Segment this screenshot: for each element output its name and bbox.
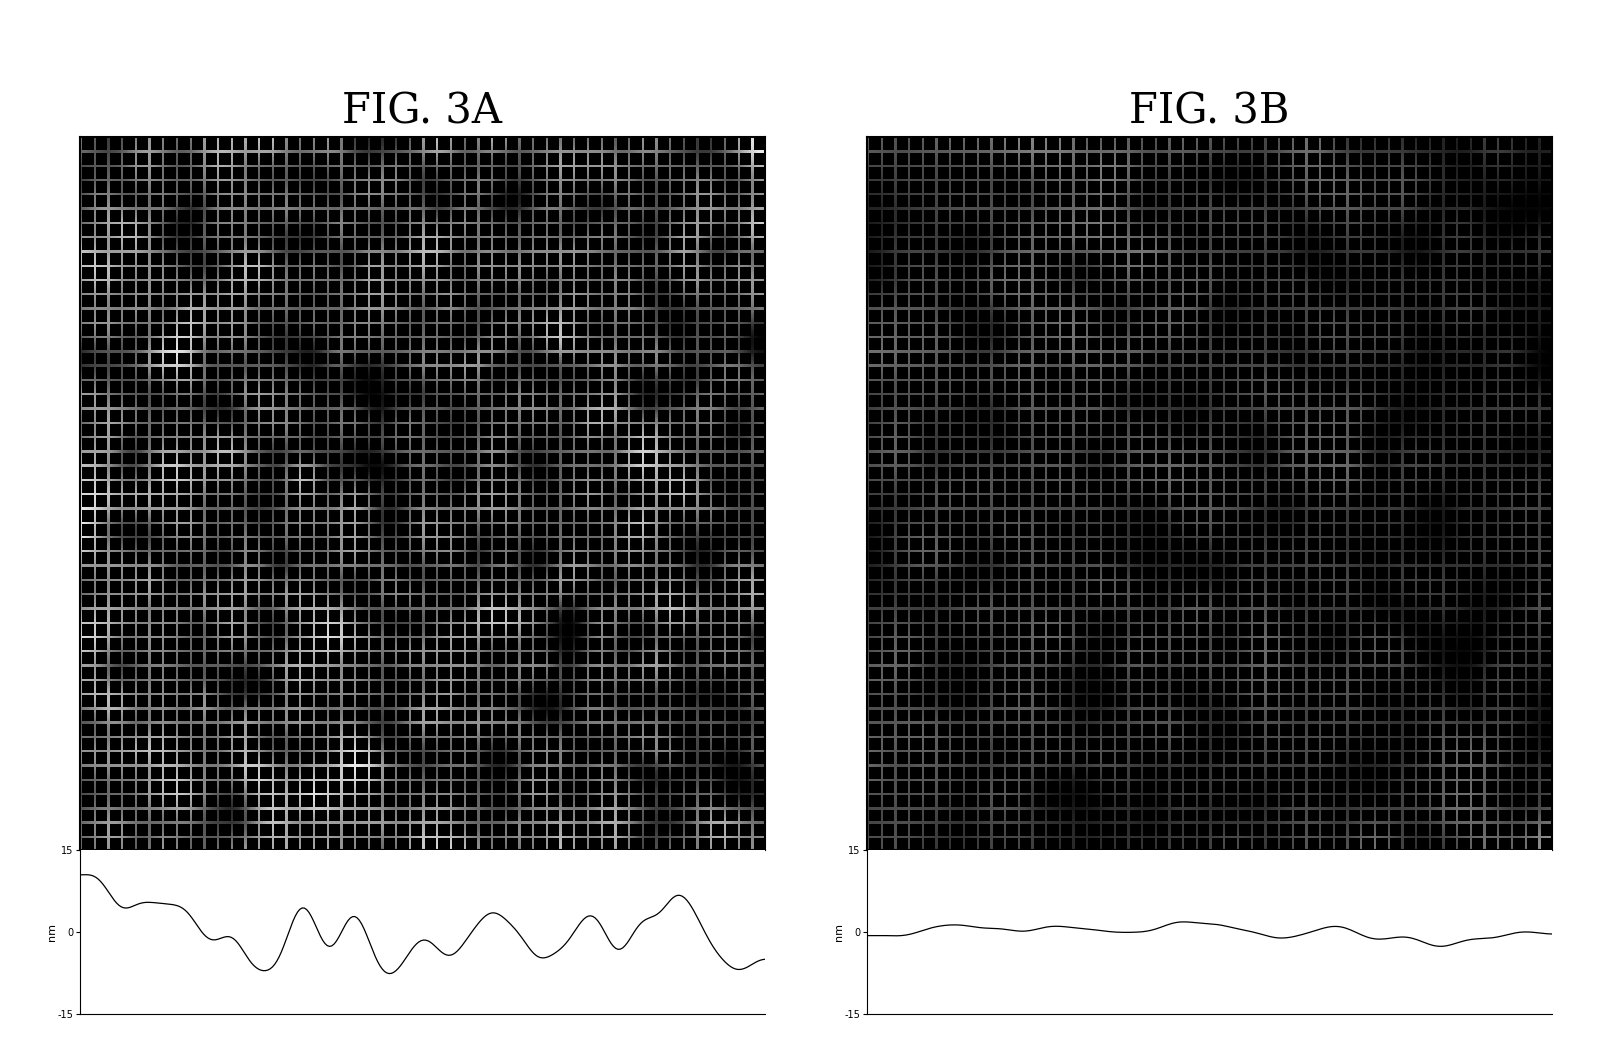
Title: FIG. 3B: FIG. 3B	[1130, 91, 1290, 132]
Y-axis label: nm: nm	[46, 923, 56, 941]
Title: FIG. 3A: FIG. 3A	[342, 91, 502, 132]
Y-axis label: nm: nm	[834, 923, 843, 941]
